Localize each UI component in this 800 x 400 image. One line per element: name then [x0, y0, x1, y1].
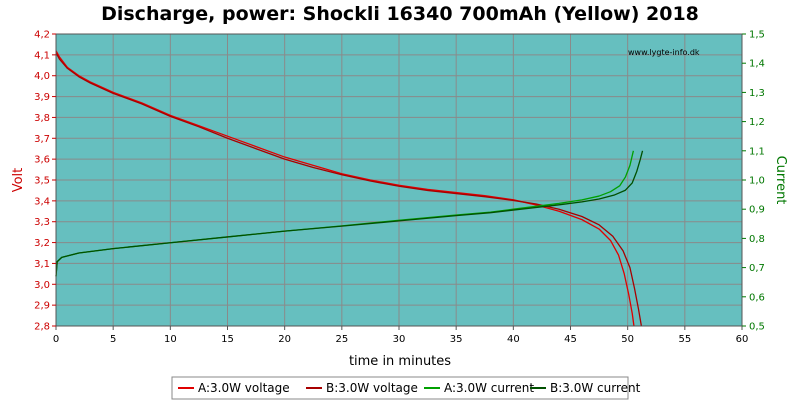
series-line-b-3-0w-current: [55, 150, 644, 277]
y-left-tick-label: 3,7: [34, 134, 50, 145]
legend-entry: B:3.0W current: [550, 381, 641, 395]
y-left-tick-label: 2,9: [34, 301, 50, 312]
x-tick-label: 20: [278, 334, 291, 345]
grid-lines: [56, 34, 742, 326]
y-left-tick-label: 2,8: [34, 322, 50, 333]
y-right-tick-label: 1,3: [749, 88, 765, 99]
y-right-tick-label: 0,5: [749, 322, 765, 333]
x-axis-label: time in minutes: [349, 354, 451, 369]
x-tick-label: 35: [450, 334, 463, 345]
y-left-tick-label: 3,9: [34, 92, 50, 103]
series-line-b-3-0w-voltage: [55, 52, 643, 327]
x-tick-label: 50: [621, 334, 634, 345]
y-left-tick-label: 4,1: [34, 50, 50, 61]
x-tick-label: 15: [221, 334, 234, 345]
legend-box: [171, 376, 629, 400]
legend-entry: B:3.0W voltage: [326, 381, 418, 395]
legend-entry: A:3.0W current: [444, 381, 534, 395]
y-axis-left-label: Volt: [11, 168, 26, 193]
x-tick-label: 5: [110, 334, 116, 345]
y-right-tick-label: 1,0: [749, 176, 765, 187]
y-left-tick-label: 4,2: [34, 30, 50, 41]
chart-title: Discharge, power: Shockli 16340 700mAh (…: [101, 3, 699, 25]
axes: 0 5 10 15 20 25 30 35 40 45 50 55 60 2,8 2,9 3,0 3,1 3,2 3…: [34, 30, 765, 346]
y-left-tick-label: 3,6: [34, 155, 50, 166]
watermark-text: www.lygte-info.dk: [628, 48, 700, 57]
y-left-tick-label: 3,0: [34, 280, 50, 291]
legend: A:3.0W voltage B:3.0W voltage A:3.0W curre…: [171, 376, 641, 400]
x-tick-label: 40: [507, 334, 520, 345]
y-right-tick-label: 1,1: [749, 146, 765, 157]
y-right-tick-label: 0,7: [749, 263, 765, 274]
series-layer: [55, 50, 644, 327]
y-right-tick-label: 1,5: [749, 30, 765, 41]
y-left-tick-label: 4,0: [34, 71, 50, 82]
series-line-a-3-0w-voltage: [55, 50, 635, 327]
y-right-tick-label: 1,4: [749, 59, 765, 70]
y-left-tick-label: 3,1: [34, 259, 50, 270]
y-right-tick-label: 0,6: [749, 292, 765, 303]
x-tick-label: 0: [53, 334, 59, 345]
y-axis-right-label: Current: [773, 156, 788, 205]
y-left-tick-label: 3,2: [34, 238, 50, 249]
y-left-tick-label: 3,8: [34, 113, 50, 124]
y-left-tick-label: 3,3: [34, 217, 50, 228]
y-right-tick-label: 0,9: [749, 205, 765, 216]
x-tick-label: 25: [335, 334, 348, 345]
y-left-tick-label: 3,5: [34, 176, 50, 187]
x-tick-label: 60: [736, 334, 749, 345]
x-tick-label: 45: [564, 334, 577, 345]
y-right-tick-label: 0,8: [749, 234, 765, 245]
x-tick-label: 10: [164, 334, 177, 345]
y-right-tick-label: 1,2: [749, 117, 765, 128]
x-tick-label: 55: [678, 334, 691, 345]
x-tick-label: 30: [393, 334, 406, 345]
y-left-tick-label: 3,4: [34, 196, 50, 207]
legend-entry: A:3.0W voltage: [198, 381, 290, 395]
